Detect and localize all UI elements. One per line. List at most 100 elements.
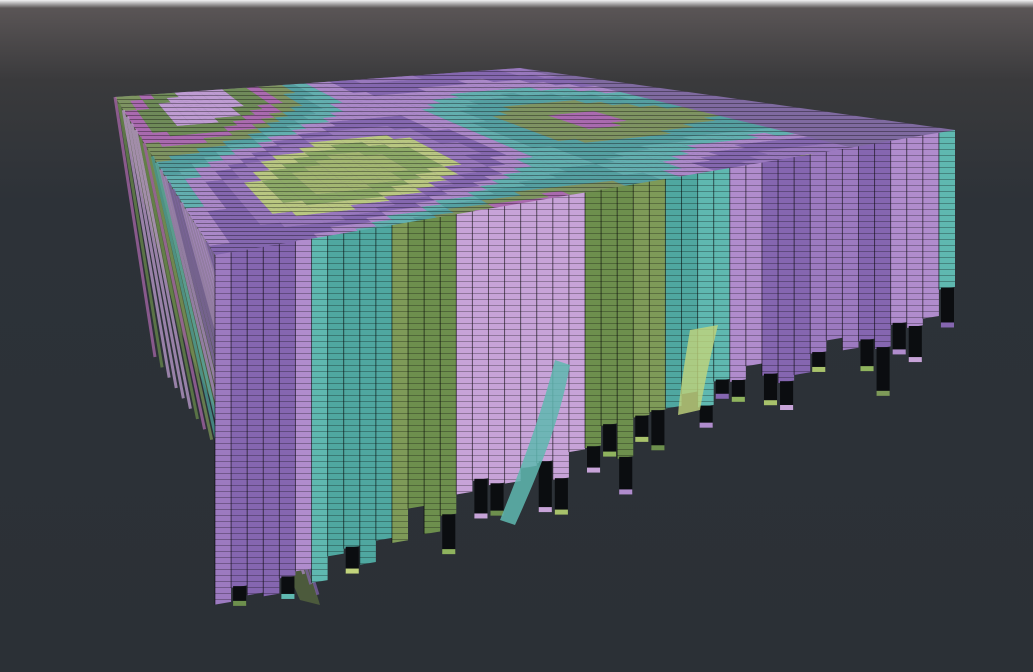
front-column-texture bbox=[375, 225, 392, 541]
front-column-texture bbox=[778, 157, 795, 384]
left-face-column bbox=[138, 136, 199, 420]
front-column-texture bbox=[520, 200, 537, 469]
left-face-column bbox=[126, 116, 178, 389]
front-column-texture bbox=[231, 249, 248, 589]
front-column-texture bbox=[665, 176, 682, 409]
front-column-texture bbox=[649, 178, 666, 413]
left-face-column bbox=[113, 96, 157, 358]
column-shadow-stub bbox=[587, 446, 601, 471]
column-shadow-stub bbox=[619, 456, 633, 493]
column-shadow-stub bbox=[651, 410, 665, 449]
column-tip-voxel bbox=[699, 422, 713, 428]
front-column-texture bbox=[810, 151, 827, 355]
left-face-column bbox=[121, 109, 171, 378]
column-tip-voxel bbox=[474, 513, 488, 519]
column-shadow-stub bbox=[715, 379, 729, 397]
front-column-texture bbox=[311, 235, 328, 583]
column-shadow-stub bbox=[940, 287, 954, 326]
front-column-texture bbox=[279, 241, 296, 579]
front-column-texture bbox=[922, 132, 939, 319]
column-shadow-stub bbox=[908, 326, 922, 361]
front-column-texture bbox=[472, 208, 489, 481]
column-tip-voxel bbox=[892, 349, 906, 355]
front-column-texture bbox=[408, 219, 425, 509]
front-column-texture bbox=[938, 130, 955, 290]
column-shadow-stub bbox=[731, 380, 745, 400]
column-tip-voxel bbox=[651, 445, 665, 451]
column-tip-voxel bbox=[940, 322, 954, 328]
column-shadow-stub bbox=[860, 339, 874, 370]
column-shadow-stub bbox=[892, 322, 906, 353]
column-shadow-stub bbox=[490, 483, 504, 514]
left-face-column bbox=[117, 103, 164, 368]
column-shadow-stub bbox=[812, 352, 826, 370]
column-tip-voxel bbox=[587, 467, 601, 473]
column-shadow-stub bbox=[345, 546, 359, 572]
column-tip-voxel bbox=[619, 489, 633, 495]
top-face-texture bbox=[115, 68, 955, 255]
front-column-texture bbox=[456, 211, 473, 495]
front-column-texture bbox=[858, 143, 875, 342]
front-column-texture bbox=[343, 230, 360, 549]
front-column-texture bbox=[215, 252, 232, 605]
front-column-texture bbox=[713, 168, 730, 382]
left-face-column bbox=[146, 149, 214, 440]
column-shadow-stub bbox=[603, 424, 617, 455]
column-shadow-stub bbox=[233, 586, 247, 604]
front-column-texture bbox=[745, 162, 762, 367]
front-column-texture bbox=[504, 203, 521, 484]
left-face-column bbox=[130, 123, 185, 399]
column-tip-voxel bbox=[876, 390, 890, 396]
front-column-texture bbox=[247, 246, 264, 596]
front-column-texture bbox=[617, 184, 634, 459]
front-column-texture bbox=[391, 222, 409, 543]
voxel-terrain[interactable] bbox=[113, 68, 955, 606]
front-column-texture bbox=[906, 135, 923, 329]
column-tip-voxel bbox=[233, 600, 247, 606]
column-shadow-stub bbox=[780, 381, 794, 409]
column-tip-voxel bbox=[812, 366, 826, 372]
column-tip-voxel bbox=[715, 393, 729, 399]
column-shadow-stub bbox=[699, 405, 713, 426]
column-tip-voxel bbox=[281, 593, 295, 599]
column-shadow-stub bbox=[442, 514, 456, 553]
front-column-texture bbox=[842, 146, 859, 351]
column-tip-voxel bbox=[442, 549, 456, 555]
column-tip-voxel bbox=[538, 507, 552, 513]
column-shadow-stub bbox=[474, 478, 488, 517]
column-shadow-stub bbox=[635, 415, 649, 440]
front-column-texture bbox=[552, 195, 569, 481]
left-face-column bbox=[142, 142, 207, 430]
front-column-texture bbox=[794, 154, 811, 375]
mineral-vein-2 bbox=[678, 325, 718, 415]
left-face-column bbox=[155, 162, 228, 461]
front-column-texture bbox=[874, 140, 891, 350]
front-column-texture bbox=[327, 233, 344, 557]
column-shadow-stub bbox=[281, 576, 295, 597]
front-column-texture bbox=[295, 238, 312, 572]
front-column-texture bbox=[568, 192, 585, 453]
column-tip-voxel bbox=[345, 568, 359, 574]
column-shadow-stub bbox=[554, 478, 568, 513]
column-tip-voxel bbox=[490, 510, 504, 516]
column-tip-voxel bbox=[603, 451, 617, 457]
column-tip-voxel bbox=[780, 405, 794, 411]
front-column-texture bbox=[826, 149, 843, 341]
column-shadow-stub bbox=[763, 373, 778, 404]
column-tip-voxel bbox=[554, 509, 568, 515]
column-tip-voxel bbox=[763, 400, 778, 406]
front-column-texture bbox=[359, 227, 376, 565]
column-tip-voxel bbox=[731, 396, 745, 402]
column-shadow-stub bbox=[538, 461, 552, 511]
front-column-texture bbox=[761, 159, 779, 376]
front-column-texture bbox=[890, 138, 907, 325]
front-column-texture bbox=[263, 244, 280, 597]
front-column-texture bbox=[488, 206, 505, 486]
mineral-vein bbox=[500, 360, 570, 525]
column-shadow-stub bbox=[876, 347, 890, 394]
column-tip-voxel bbox=[635, 436, 649, 442]
front-column-texture bbox=[440, 214, 457, 517]
front-column-texture bbox=[424, 216, 441, 535]
